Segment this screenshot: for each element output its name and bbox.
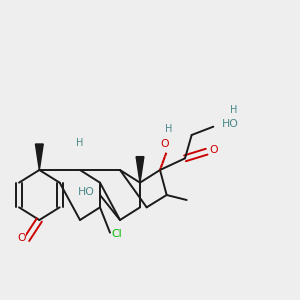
Text: O: O bbox=[17, 233, 26, 243]
Text: H: H bbox=[76, 138, 84, 148]
Text: HO: HO bbox=[78, 187, 94, 197]
Text: O: O bbox=[160, 139, 169, 149]
Text: Cl: Cl bbox=[111, 229, 122, 239]
Text: HO: HO bbox=[222, 119, 239, 129]
Text: O: O bbox=[210, 145, 218, 155]
Text: H: H bbox=[230, 105, 237, 115]
Polygon shape bbox=[35, 144, 43, 170]
Polygon shape bbox=[136, 157, 144, 183]
Text: H: H bbox=[165, 124, 172, 134]
